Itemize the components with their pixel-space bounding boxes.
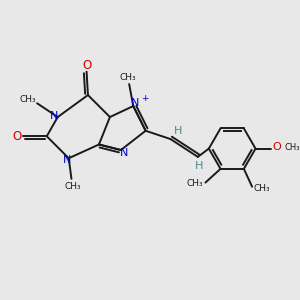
Text: CH₃: CH₃ — [119, 73, 136, 82]
Text: O: O — [82, 59, 91, 72]
Text: CH₃: CH₃ — [64, 182, 81, 191]
Text: N: N — [50, 111, 58, 121]
Text: N: N — [63, 154, 71, 165]
Text: H: H — [174, 126, 182, 136]
Text: H: H — [195, 161, 203, 172]
Text: O: O — [272, 142, 281, 152]
Text: O: O — [13, 130, 22, 143]
Text: N: N — [130, 98, 139, 108]
Text: CH₃: CH₃ — [285, 143, 300, 152]
Text: CH₃: CH₃ — [19, 95, 36, 104]
Text: CH₃: CH₃ — [254, 184, 270, 193]
Text: CH₃: CH₃ — [187, 179, 203, 188]
Text: +: + — [141, 94, 148, 103]
Text: N: N — [119, 148, 128, 158]
